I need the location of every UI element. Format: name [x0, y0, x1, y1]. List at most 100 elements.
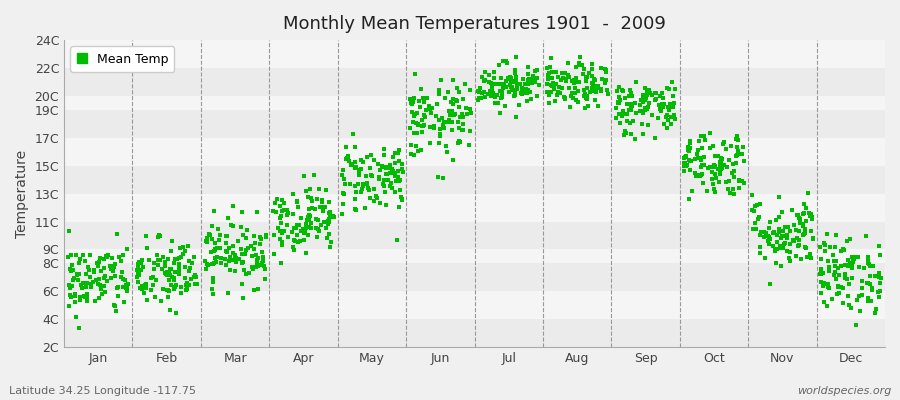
Point — [249, 260, 264, 266]
Point — [770, 246, 784, 252]
Point — [69, 314, 84, 320]
Point — [460, 111, 474, 118]
Point — [551, 74, 565, 80]
Point — [172, 271, 186, 278]
Point — [172, 262, 186, 268]
Point — [137, 290, 151, 296]
Point — [219, 233, 233, 240]
Point — [563, 92, 578, 99]
Point — [453, 138, 467, 145]
Point — [115, 284, 130, 290]
Point — [217, 256, 231, 262]
Point — [783, 258, 797, 264]
Point — [80, 298, 94, 304]
Point — [280, 212, 294, 219]
Point — [224, 222, 238, 228]
Point — [585, 60, 599, 67]
Point — [174, 290, 188, 296]
Point — [544, 89, 558, 96]
Point — [509, 114, 524, 120]
Point — [302, 205, 316, 212]
Point — [599, 87, 614, 94]
Point — [767, 229, 781, 236]
Point — [62, 302, 77, 309]
Point — [337, 176, 351, 182]
Point — [255, 260, 269, 266]
Point — [184, 260, 199, 267]
Point — [161, 293, 176, 300]
Point — [455, 114, 470, 120]
Point — [258, 231, 273, 238]
Point — [773, 243, 788, 249]
Point — [488, 93, 502, 99]
Point — [634, 97, 648, 103]
Point — [850, 297, 864, 303]
Point — [814, 266, 828, 272]
Point — [770, 238, 784, 245]
Bar — [64, 291, 885, 319]
Point — [572, 78, 587, 85]
Point — [258, 265, 273, 272]
Point — [184, 275, 198, 282]
Point — [236, 232, 250, 238]
Point — [683, 158, 698, 164]
Point — [322, 244, 337, 250]
Point — [677, 160, 691, 166]
Point — [620, 100, 634, 107]
Point — [770, 217, 784, 223]
Point — [294, 227, 309, 234]
Point — [484, 92, 499, 99]
Point — [108, 273, 122, 279]
Point — [372, 174, 386, 180]
Point — [526, 73, 540, 79]
Point — [422, 124, 436, 130]
Point — [132, 272, 147, 278]
Point — [829, 276, 843, 282]
Point — [389, 178, 403, 184]
Point — [703, 164, 717, 170]
Point — [821, 258, 835, 264]
Point — [116, 276, 130, 282]
Point — [827, 258, 842, 264]
Point — [771, 194, 786, 200]
Point — [164, 266, 178, 273]
Point — [679, 163, 693, 170]
Bar — [64, 250, 885, 264]
Point — [796, 210, 811, 216]
Point — [766, 242, 780, 249]
Point — [677, 155, 691, 162]
Point — [94, 291, 109, 297]
Point — [844, 262, 859, 269]
Point — [521, 64, 535, 70]
Point — [293, 215, 308, 222]
Point — [162, 270, 176, 276]
Point — [377, 152, 392, 158]
Point — [354, 157, 368, 163]
Point — [688, 156, 702, 162]
Point — [172, 266, 186, 272]
Point — [822, 264, 836, 271]
Point — [822, 284, 836, 291]
Point — [205, 261, 220, 268]
Point — [831, 265, 845, 272]
Point — [662, 105, 676, 111]
Point — [455, 111, 470, 118]
Point — [624, 102, 638, 108]
Point — [165, 237, 179, 244]
Point — [382, 162, 397, 168]
Point — [256, 249, 270, 256]
Point — [847, 256, 861, 262]
Point — [152, 256, 166, 263]
Point — [117, 299, 131, 306]
Point — [634, 108, 648, 114]
Point — [234, 224, 248, 230]
Point — [494, 81, 508, 88]
Point — [450, 97, 464, 104]
Point — [73, 255, 87, 262]
Point — [805, 213, 819, 220]
Point — [707, 189, 722, 196]
Point — [187, 272, 202, 278]
Point — [310, 234, 324, 240]
Point — [628, 100, 643, 106]
Point — [442, 116, 456, 123]
